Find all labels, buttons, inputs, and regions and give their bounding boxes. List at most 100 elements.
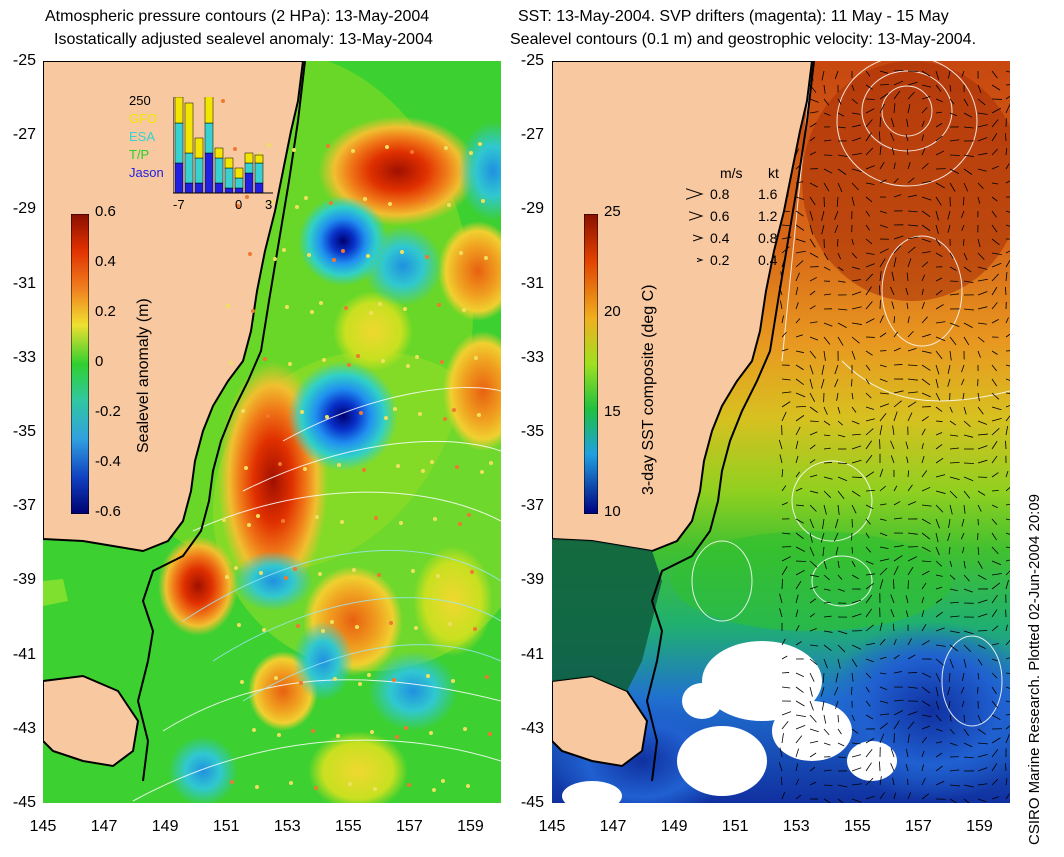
velocity-key-kt: 0.4 <box>758 252 778 268</box>
right-y-tick: -29 <box>520 200 544 218</box>
inset-bar-segment <box>254 154 264 164</box>
right-title-line2: Sealevel contours (0.1 m) and geostrophi… <box>510 31 977 48</box>
right-x-tick: 147 <box>599 818 627 835</box>
inset-bar-segment <box>214 147 224 159</box>
inset-bar-segment <box>224 187 234 194</box>
colorbar-tick: -0.2 <box>95 403 121 420</box>
left-y-tick: -29 <box>12 200 36 218</box>
inset-legend-item: GFO <box>129 111 158 126</box>
left-y-tick: -27 <box>12 126 36 144</box>
right-y-tick: -35 <box>520 423 544 440</box>
inset-bar-segment <box>234 177 244 189</box>
left-y-tick: -41 <box>12 645 36 663</box>
inset-bar-segment <box>204 152 214 194</box>
velocity-key-ms: 0.6 <box>710 208 730 224</box>
velocity-key-ms: 0.8 <box>710 186 730 202</box>
inset-bar-segment <box>254 162 264 184</box>
colorbar-tick: 25 <box>604 203 621 220</box>
left-x-tick: 145 <box>29 818 57 835</box>
sst-colorbar <box>584 214 598 514</box>
inset-bar-segment <box>244 172 254 194</box>
inset-bar-segment <box>224 167 234 189</box>
velocity-key-kt-header: kt <box>768 165 779 181</box>
right-y-tick: -43 <box>520 719 544 737</box>
right-title-line1: SST: 13-May-2004. SVP drifters (magenta)… <box>518 8 949 25</box>
left-title-line1: Atmospheric pressure contours (2 HPa): 1… <box>45 8 430 25</box>
velocity-key-arrow <box>689 211 704 221</box>
colorbar-tick: 0.4 <box>95 253 116 270</box>
colorbar-tick: 15 <box>604 403 621 420</box>
right-x-tick: 159 <box>966 818 993 835</box>
velocity-key-ms: 0.4 <box>710 230 730 246</box>
inset-legend-item: ESA <box>129 129 156 144</box>
sealevel-colorbar-label: Sealevel anomaly (m) <box>135 298 152 453</box>
inset-bar-segment <box>174 97 184 124</box>
colorbar-tick: 20 <box>604 303 621 320</box>
right-x-tick: 155 <box>843 818 871 835</box>
left-x-tick: 147 <box>90 818 118 835</box>
colorbar-tick: 0 <box>95 353 104 370</box>
inset-bar-segment <box>174 162 184 194</box>
right-y-tick: -39 <box>520 571 544 589</box>
right-y-tick: -25 <box>520 52 544 69</box>
inset-bar-segment <box>214 157 224 184</box>
inset-bar-segment <box>214 182 224 194</box>
velocity-key-ms: 0.2 <box>710 252 730 268</box>
inset-bar-segment <box>254 182 264 194</box>
inset-legend-item: Jason <box>129 165 164 180</box>
velocity-key-arrow <box>697 257 704 263</box>
inset-bar-segment <box>184 152 194 184</box>
left-y-tick: -31 <box>12 274 36 292</box>
left-x-tick: 151 <box>212 818 240 835</box>
right-y-tick: -37 <box>520 497 544 515</box>
inset-x-tick: -7 <box>173 197 185 212</box>
right-x-tick: 145 <box>538 818 566 835</box>
inset-bar-segment <box>224 157 234 169</box>
right-x-tick: 151 <box>721 818 749 835</box>
left-x-tick: 159 <box>457 818 484 835</box>
left-y-tick: -35 <box>12 423 36 440</box>
inset-bar-segment <box>244 162 254 174</box>
velocity-key-kt: 0.8 <box>758 230 778 246</box>
left-x-tick: 149 <box>151 818 179 835</box>
colorbar-tick: -0.4 <box>95 453 121 470</box>
inset-bar-segment <box>184 102 194 154</box>
velocity-key-ms-header: m/s <box>720 165 743 181</box>
left-y-tick: -37 <box>12 497 36 515</box>
inset-bar-segment <box>244 152 254 164</box>
left-x-tick: 155 <box>334 818 362 835</box>
inset-bar-segment <box>204 97 214 124</box>
velocity-key-kt: 1.2 <box>758 208 778 224</box>
colorbar-tick: -0.6 <box>95 503 121 520</box>
inset-bar-segment <box>234 187 244 194</box>
left-y-tick: -45 <box>12 794 36 811</box>
sst-colorbar-label: 3-day SST composite (deg C) <box>640 284 657 495</box>
velocity-key-arrow <box>693 234 704 242</box>
sst-map: 25 20 15 10 3-day SST composite (deg C) m/s… <box>552 61 1010 803</box>
left-y-tick: -43 <box>12 719 36 737</box>
inset-bar-segment <box>174 122 184 164</box>
right-y-tick: -27 <box>520 126 544 144</box>
right-y-tick: -41 <box>520 645 544 663</box>
colorbar-tick: 0.6 <box>95 203 116 220</box>
velocity-key: m/s kt 0.8 1.6 0.6 1.2 0.4 0.8 0.2 0.4 <box>680 165 810 275</box>
left-y-tick: -39 <box>12 571 36 589</box>
right-x-tick: 153 <box>782 818 810 835</box>
altimeter-inset-chart: 250 GFO ESA T/P Jason -7 0 3 <box>125 91 315 221</box>
inset-legend-item: T/P <box>129 147 150 162</box>
right-x-tick: 149 <box>660 818 688 835</box>
inset-ymax-label: 250 <box>129 93 151 108</box>
colorbar-tick: 0.2 <box>95 303 116 320</box>
right-y-tick: -31 <box>520 274 544 292</box>
inset-bar-segment <box>234 167 244 179</box>
credit-text: CSIRO Marine Research. Plotted 02-Jun-20… <box>1026 493 1043 845</box>
velocity-key-arrow <box>686 188 704 200</box>
right-y-tick: -33 <box>520 348 544 366</box>
velocity-key-kt: 1.6 <box>758 186 778 202</box>
inset-bar-segment <box>184 182 194 194</box>
right-x-tick: 157 <box>905 818 932 835</box>
inset-x-tick: 0 <box>235 197 243 212</box>
inset-bar-segment <box>194 182 204 194</box>
left-y-tick: -33 <box>12 348 36 366</box>
sealevel-colorbar <box>71 214 89 514</box>
